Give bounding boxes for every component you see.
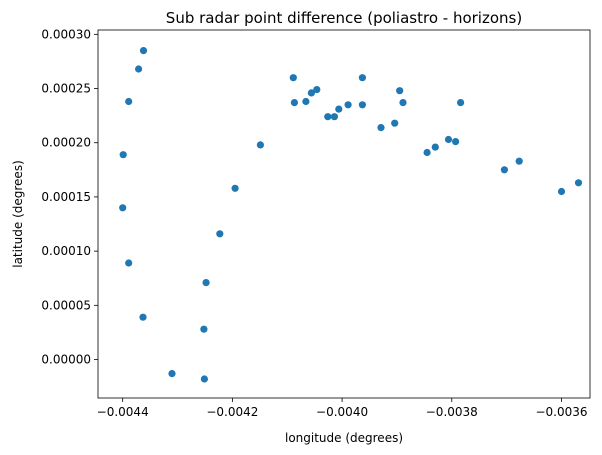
data-point [377, 124, 385, 132]
data-point [324, 113, 332, 121]
data-point [358, 74, 366, 82]
data-point [290, 99, 298, 107]
y-tick-label: 0.00005 [41, 298, 91, 312]
data-point [289, 74, 297, 82]
plot-frame [97, 29, 591, 399]
data-point [330, 113, 338, 121]
data-point [168, 370, 176, 378]
data-point [216, 230, 224, 238]
data-point [119, 151, 127, 159]
data-point [119, 204, 127, 212]
data-point [200, 325, 208, 333]
data-point [313, 86, 321, 94]
data-point [431, 143, 439, 151]
data-point [139, 313, 147, 321]
y-tick-label: 0.00025 [41, 82, 91, 96]
y-axis-label: latitude (degrees) [11, 160, 25, 268]
data-point [391, 119, 399, 127]
y-tick-label: 0.00020 [41, 136, 91, 150]
data-point [423, 148, 431, 157]
data-point [202, 279, 210, 287]
data-point [302, 97, 310, 106]
chart-title: Sub radar point difference (poliastro - … [166, 9, 522, 27]
data-points [119, 47, 583, 383]
data-point [335, 105, 343, 113]
data-point [344, 101, 352, 109]
data-point [358, 101, 366, 109]
y-tick-label: 0.00030 [41, 27, 91, 41]
data-point [444, 135, 453, 144]
data-point [125, 97, 133, 106]
data-point [457, 99, 465, 107]
data-point [452, 138, 460, 146]
data-point [399, 99, 407, 107]
x-tick-label: −0.0044 [97, 405, 149, 419]
data-point [125, 259, 133, 267]
data-point [574, 179, 583, 187]
data-point [307, 89, 315, 97]
data-point [139, 47, 148, 55]
data-point [515, 157, 523, 165]
y-tick-label: 0.00015 [41, 190, 91, 204]
data-point [500, 166, 508, 174]
x-axis-ticks: −0.0044 −0.0042 −0.0040 −0.0038 −0.0036 [97, 398, 588, 419]
y-tick-label: 0.00000 [41, 353, 91, 367]
y-axis-ticks: 0.00000 0.00005 0.00010 0.00015 0.00020 0.000… [41, 27, 98, 367]
x-axis-label: longitude (degrees) [285, 431, 403, 445]
data-point [557, 187, 566, 196]
x-tick-label: −0.0040 [316, 405, 368, 419]
data-point [256, 141, 264, 149]
x-tick-label: −0.0042 [206, 405, 258, 419]
data-point [135, 65, 143, 73]
data-point [231, 184, 239, 192]
x-tick-label: −0.0036 [535, 405, 587, 419]
data-point [200, 375, 208, 383]
y-tick-label: 0.00010 [41, 244, 91, 258]
x-tick-label: −0.0038 [426, 405, 478, 419]
data-point [396, 87, 404, 95]
